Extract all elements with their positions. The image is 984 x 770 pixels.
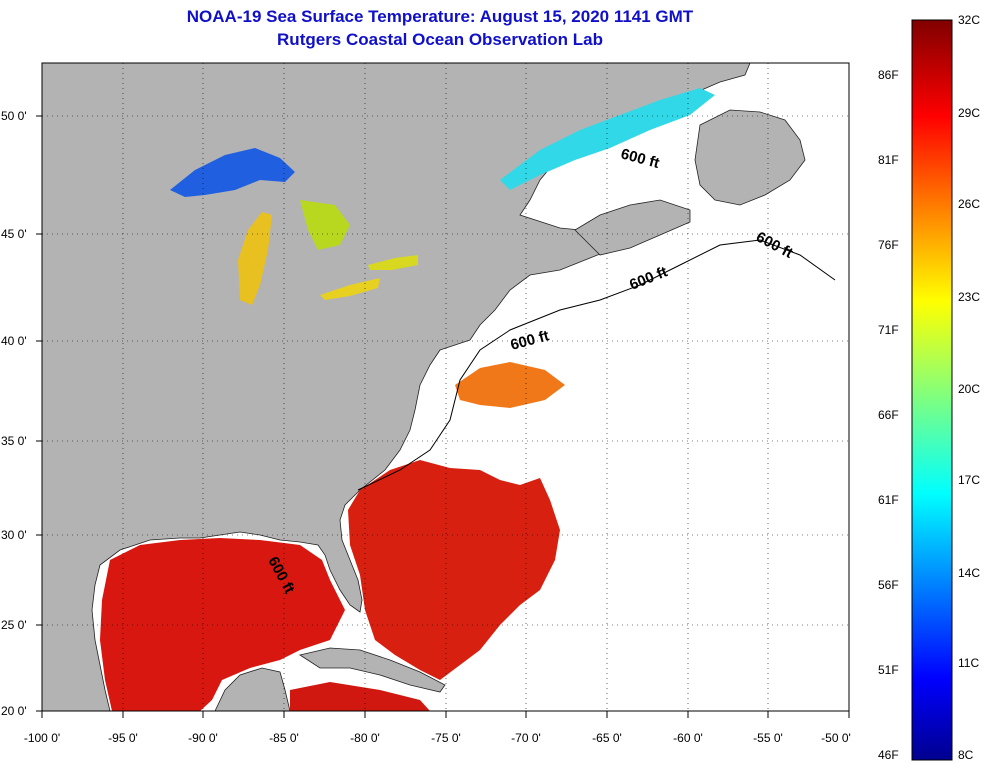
colorbar-celsius-label: 32C <box>958 13 981 27</box>
lon-label: -100 0' <box>23 731 61 745</box>
lat-label: 30 0' <box>1 528 27 542</box>
colorbar-celsius-label: 14C <box>958 566 981 580</box>
lake-superior <box>170 148 295 197</box>
colorbar-fahrenheit-label: 46F <box>878 748 899 762</box>
colorbar-fahrenheit-label: 86F <box>878 68 899 82</box>
colorbar-celsius-label: 23C <box>958 290 981 304</box>
lon-label: -50 0' <box>821 731 851 745</box>
colorbar-fahrenheit-label: 51F <box>878 663 899 677</box>
land-newfoundland <box>694 109 806 206</box>
colorbar-fahrenheit-label: 71F <box>878 323 899 337</box>
colorbar-fahrenheit-label: 61F <box>878 493 899 507</box>
lon-label: -95 0' <box>108 731 138 745</box>
lon-label: -60 0' <box>673 731 703 745</box>
lake-michigan <box>238 212 272 305</box>
sst-st-lawrence <box>500 88 715 190</box>
colorbar-fahrenheit-label: 66F <box>878 408 899 422</box>
sst-gulf-of-mexico <box>100 538 345 711</box>
lat-label: 40 0' <box>1 334 27 348</box>
graticule <box>42 63 849 711</box>
colorbar-fahrenheit-label: 76F <box>878 238 899 252</box>
colorbar-fahrenheit-label: 81F <box>878 153 899 167</box>
land-cuba <box>298 647 446 693</box>
lon-label: -80 0' <box>350 731 380 745</box>
land-yucatan <box>214 667 291 711</box>
lake-huron <box>300 200 350 250</box>
lon-label: -90 0' <box>188 731 218 745</box>
colorbar <box>911 19 953 761</box>
colorbar-celsius-label: 26C <box>958 197 981 211</box>
lon-label: -70 0' <box>511 731 541 745</box>
lon-label: -85 0' <box>269 731 299 745</box>
colorbar-celsius-label: 20C <box>958 382 981 396</box>
lon-label: -65 0' <box>592 731 622 745</box>
isobath-line <box>357 239 836 491</box>
colorbar-celsius-label: 11C <box>958 656 980 670</box>
colorbar-fahrenheit-label: 56F <box>878 578 899 592</box>
land-north-america <box>42 63 751 711</box>
sst-atlantic <box>348 460 560 680</box>
colorbar-celsius-label: 8C <box>958 748 974 762</box>
chart-subtitle: Rutgers Coastal Ocean Observation Lab <box>277 30 603 49</box>
lat-label: 45 0' <box>1 227 27 241</box>
axis-ticks <box>36 115 850 718</box>
lat-label: 25 0' <box>1 618 27 632</box>
colorbar-celsius-label: 29C <box>958 106 981 120</box>
lat-label: 35 0' <box>1 434 27 448</box>
sst-gulf-stream <box>455 362 565 408</box>
land-nova-scotia <box>574 199 691 256</box>
chart-title: NOAA-19 Sea Surface Temperature: August … <box>186 7 694 26</box>
sst-caribbean <box>290 682 430 711</box>
colorbar-celsius-label: 17C <box>958 473 981 487</box>
lon-label: -55 0' <box>753 731 783 745</box>
lat-label: 50 0' <box>1 109 27 123</box>
lat-label: 20 0' <box>1 704 27 718</box>
lake-ontario <box>368 255 418 270</box>
lon-label: -75 0' <box>431 731 461 745</box>
